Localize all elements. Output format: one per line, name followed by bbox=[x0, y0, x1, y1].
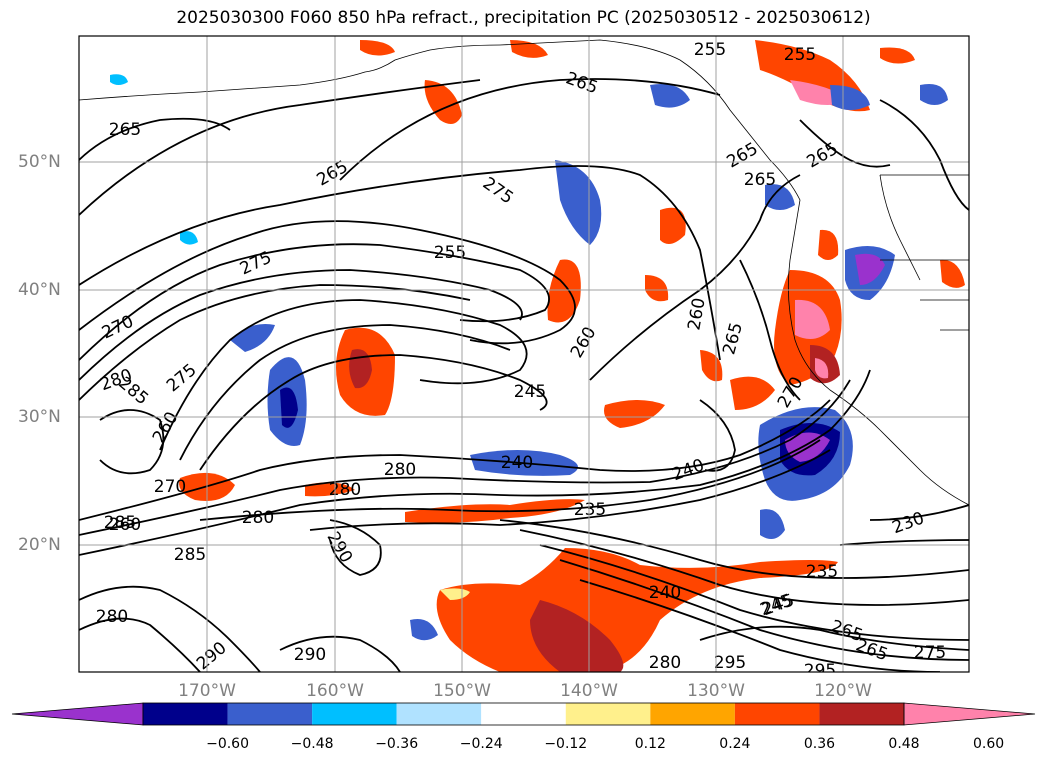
lon-label-150w: 150°W bbox=[433, 681, 491, 701]
contour-label: 280 bbox=[242, 508, 274, 528]
contour-label: 270 bbox=[154, 477, 186, 497]
lon-label-120w: 120°W bbox=[814, 681, 872, 701]
contour-label: 295 bbox=[804, 661, 836, 681]
lat-label-30n: 30°N bbox=[18, 407, 61, 427]
colorbar-tick-label: −0.48 bbox=[290, 736, 334, 752]
colorbar-segment bbox=[312, 703, 397, 725]
lon-label-140w: 140°W bbox=[560, 681, 618, 701]
colorbar-tick-label: −0.36 bbox=[375, 736, 419, 752]
colorbar-segment bbox=[734, 703, 820, 725]
lon-label-160w: 160°W bbox=[306, 681, 364, 701]
colorbar-extend-low bbox=[11, 702, 144, 726]
contour-label: 280 bbox=[329, 480, 361, 500]
colorbar-tick-label: −0.12 bbox=[544, 736, 588, 752]
contour-label: 235 bbox=[806, 562, 838, 582]
colorbar-segment bbox=[481, 703, 566, 725]
colorbar-tick-label: −0.24 bbox=[459, 736, 503, 752]
colorbar-tick-label: 0.48 bbox=[888, 736, 920, 752]
contour-label: 240 bbox=[501, 453, 533, 473]
contour-label: 240 bbox=[649, 583, 681, 603]
contour-label: 255 bbox=[784, 45, 816, 65]
map-title: 2025030300 F060 850 hPa refract., precip… bbox=[176, 8, 871, 28]
contour-label: 285 bbox=[104, 513, 136, 533]
colorbar-tick-label: 0.60 bbox=[972, 736, 1005, 752]
contour-label: 290 bbox=[294, 645, 326, 665]
lat-label-50n: 50°N bbox=[18, 152, 61, 172]
contour-lines bbox=[79, 78, 969, 672]
lon-label-170w: 170°W bbox=[178, 681, 236, 701]
colorbar-segment bbox=[143, 703, 228, 725]
gridlines bbox=[79, 36, 969, 672]
contour-label: 255 bbox=[434, 243, 466, 263]
colorbar-extend-high bbox=[903, 702, 1036, 726]
contour-label: 245 bbox=[514, 382, 546, 402]
lon-label-130w: 130°W bbox=[687, 681, 745, 701]
colorbar-segment bbox=[819, 703, 904, 725]
colorbar-frame bbox=[142, 702, 905, 726]
contour-label: 280 bbox=[649, 653, 681, 673]
lat-label-20n: 20°N bbox=[18, 535, 61, 555]
contour-label: 280 bbox=[384, 460, 416, 480]
coastlines bbox=[79, 39, 969, 506]
lat-label-40n: 40°N bbox=[18, 280, 61, 300]
contour-label: 280 bbox=[96, 607, 128, 627]
precip-shading bbox=[110, 40, 965, 672]
colorbar-tick-label: −0.60 bbox=[206, 736, 249, 752]
contour-label: 255 bbox=[694, 40, 726, 60]
contour-label: 275 bbox=[914, 643, 946, 663]
colorbar-tick-label: 0.12 bbox=[634, 736, 666, 752]
contour-label: 295 bbox=[714, 653, 746, 673]
colorbar-segment bbox=[227, 703, 313, 725]
colorbar bbox=[11, 702, 1036, 726]
colorbar-tick-label: 0.24 bbox=[719, 736, 751, 752]
colorbar-segment bbox=[650, 703, 735, 725]
map-frame bbox=[78, 35, 970, 673]
contour-label: 285 bbox=[174, 545, 206, 565]
contour-label: 235 bbox=[574, 500, 606, 520]
contour-label: 260 bbox=[109, 515, 141, 535]
contour-label: 265 bbox=[744, 170, 776, 190]
colorbar-tick-label: 0.36 bbox=[803, 736, 836, 752]
colorbar-segment bbox=[565, 703, 651, 725]
contour-label: 265 bbox=[109, 120, 141, 140]
colorbar-segment bbox=[396, 703, 482, 725]
